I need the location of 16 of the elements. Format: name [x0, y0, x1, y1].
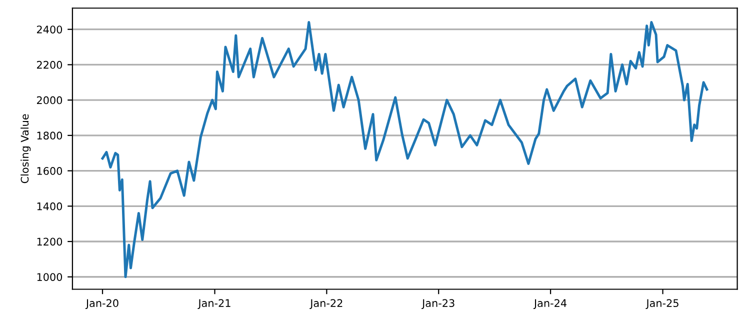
y-tick-label: 1400: [37, 202, 62, 210]
x-tick-label: Jan-25: [646, 299, 678, 309]
y-tick-label: 1200: [37, 238, 62, 246]
x-tick-label: Jan-20: [85, 299, 118, 309]
y-tick-label: 1000: [37, 273, 62, 281]
y-axis-title: Closing Value: [20, 114, 31, 184]
x-tick-label: Jan-21: [198, 299, 230, 309]
x-tick-label: Jan-24: [533, 299, 566, 309]
y-tick-label: 2400: [36, 26, 62, 34]
x-tick-label: Jan-23: [422, 299, 454, 309]
y-tick-label: 2200: [36, 60, 62, 69]
line-series: [101, 21, 708, 278]
y-tick-label: 1600: [37, 167, 62, 175]
y-tick-label: 1800: [37, 132, 62, 140]
x-tick-label: Jan-22: [310, 299, 342, 309]
y-tick-label: 2000: [36, 96, 62, 104]
